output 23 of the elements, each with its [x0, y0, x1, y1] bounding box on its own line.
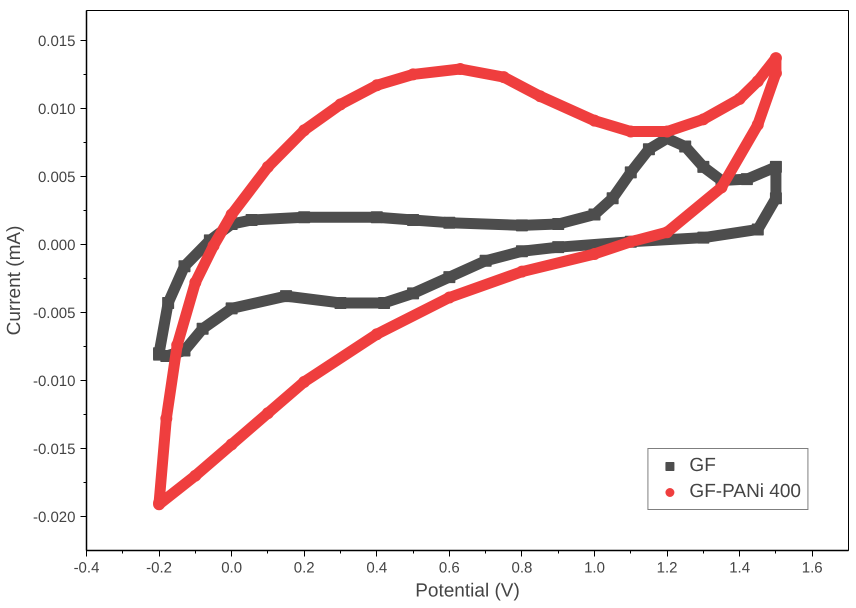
- y-axis-title: Current (mA): [4, 226, 25, 336]
- y-tick-label: -0.005: [32, 304, 76, 322]
- x-tick-label: 0.8: [512, 560, 532, 576]
- x-tick-label: -0.4: [74, 560, 100, 576]
- x-tick-label: -0.2: [146, 560, 172, 576]
- x-tick-label: 1.2: [656, 560, 678, 576]
- y-tick-label: -0.020: [32, 508, 76, 526]
- legend-label: GF: [689, 455, 716, 477]
- x-tick-label: 1.0: [584, 560, 605, 576]
- y-tick-label: 0.000: [38, 236, 76, 254]
- x-tick-label: 1.6: [802, 560, 823, 576]
- y-tick-label: -0.015: [32, 440, 76, 458]
- x-tick-label: 1.4: [729, 560, 750, 576]
- y-tick-label: 0.015: [38, 32, 76, 50]
- x-tick-label: 0.6: [438, 560, 460, 576]
- y-tick-label: 0.005: [38, 168, 76, 186]
- y-tick-label: 0.010: [38, 100, 76, 118]
- x-tick-label: 0.0: [221, 560, 242, 576]
- x-axis-title: Potential (V): [415, 580, 520, 602]
- x-tick-label: 0.2: [294, 560, 315, 576]
- y-tick-label: -0.010: [32, 372, 76, 390]
- x-tick-label: 0.4: [366, 560, 388, 576]
- legend-label: GF-PANi 400: [689, 481, 801, 503]
